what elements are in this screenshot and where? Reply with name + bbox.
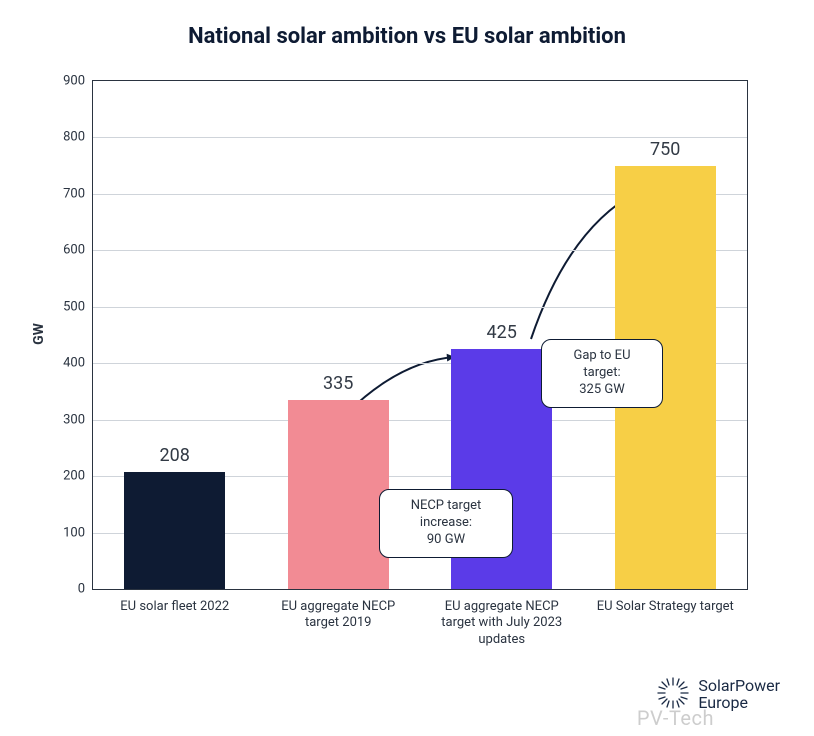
bar: 208: [124, 472, 225, 589]
chart-plot-area: 0100200300400500600700800900208EU solar …: [92, 80, 748, 590]
bar-value-label: 425: [487, 322, 517, 343]
callout-gap-to-eu: Gap to EU target: 325 GW: [541, 339, 663, 408]
bar: 335: [288, 400, 389, 589]
ytick-label: 800: [63, 130, 85, 145]
bar-value-label: 335: [323, 373, 353, 394]
ytick-label: 900: [63, 74, 85, 89]
ytick-label: 600: [63, 243, 85, 258]
x-category-label: EU Solar Strategy target: [584, 599, 748, 615]
x-category-label: EU aggregate NECP target 2019: [257, 599, 421, 632]
x-category-label: EU solar fleet 2022: [93, 599, 257, 615]
ytick-label: 100: [63, 525, 85, 540]
bar-value-label: 750: [650, 139, 680, 160]
ytick-label: 700: [63, 186, 85, 201]
ytick-label: 200: [63, 469, 85, 484]
page-root: National solar ambition vs EU solar ambi…: [0, 0, 814, 736]
y-axis-label: GW: [31, 323, 47, 345]
ytick-label: 0: [78, 582, 85, 597]
chart-title: National solar ambition vs EU solar ambi…: [0, 24, 814, 49]
ytick-label: 400: [63, 356, 85, 371]
pv-tech-watermark: PV-Tech: [637, 706, 714, 730]
gridline: [93, 137, 747, 138]
ytick-label: 300: [63, 412, 85, 427]
ytick-label: 500: [63, 299, 85, 314]
callout-necp-increase: NECP target increase: 90 GW: [379, 489, 513, 558]
bar-value-label: 208: [160, 445, 190, 466]
x-category-label: EU aggregate NECP target with July 2023 …: [420, 599, 584, 648]
